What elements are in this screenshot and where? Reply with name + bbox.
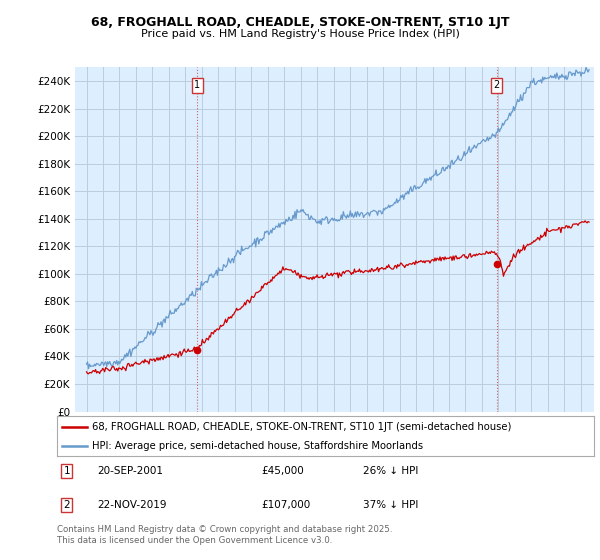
Text: 1: 1 [194,80,200,90]
Text: 68, FROGHALL ROAD, CHEADLE, STOKE-ON-TRENT, ST10 1JT (semi-detached house): 68, FROGHALL ROAD, CHEADLE, STOKE-ON-TRE… [92,422,511,432]
Text: 26% ↓ HPI: 26% ↓ HPI [363,466,418,476]
Text: 68, FROGHALL ROAD, CHEADLE, STOKE-ON-TRENT, ST10 1JT: 68, FROGHALL ROAD, CHEADLE, STOKE-ON-TRE… [91,16,509,29]
Text: HPI: Average price, semi-detached house, Staffordshire Moorlands: HPI: Average price, semi-detached house,… [92,441,423,451]
Text: 2: 2 [494,80,500,90]
Text: 22-NOV-2019: 22-NOV-2019 [97,500,167,510]
Text: 1: 1 [64,466,70,476]
Text: £107,000: £107,000 [261,500,310,510]
Text: 20-SEP-2001: 20-SEP-2001 [97,466,163,476]
Text: Contains HM Land Registry data © Crown copyright and database right 2025.
This d: Contains HM Land Registry data © Crown c… [57,525,392,545]
Text: 2: 2 [64,500,70,510]
Text: Price paid vs. HM Land Registry's House Price Index (HPI): Price paid vs. HM Land Registry's House … [140,29,460,39]
Text: 37% ↓ HPI: 37% ↓ HPI [363,500,418,510]
Text: £45,000: £45,000 [261,466,304,476]
